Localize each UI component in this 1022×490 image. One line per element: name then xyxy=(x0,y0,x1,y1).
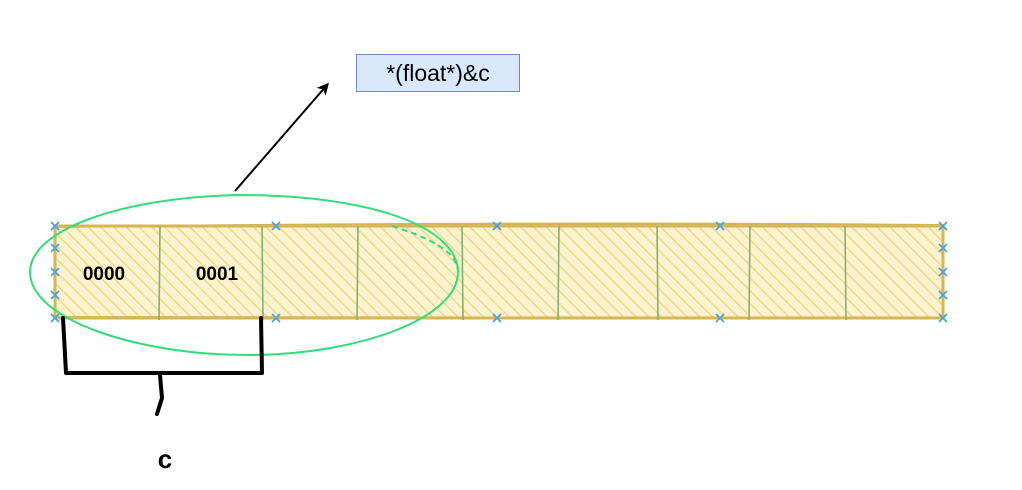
cell-divider xyxy=(461,225,464,321)
cross-marker-icon xyxy=(50,243,60,253)
cross-marker-icon xyxy=(938,221,948,231)
cell-divider xyxy=(261,225,264,321)
cross-marker-icon xyxy=(492,313,502,323)
cross-marker-icon xyxy=(50,267,60,277)
cell-dividers xyxy=(158,225,847,321)
cross-marker-icon xyxy=(50,221,60,231)
cross-markers xyxy=(50,221,948,323)
cross-marker-icon xyxy=(50,313,60,323)
memory-strip-top-edge xyxy=(54,222,944,228)
cross-marker-icon xyxy=(492,221,502,231)
cross-marker-icon xyxy=(715,313,725,323)
cross-marker-icon xyxy=(938,267,948,277)
cross-marker-icon xyxy=(938,290,948,300)
pointer-arrow xyxy=(234,82,329,192)
memory-strip-body xyxy=(53,224,945,320)
cross-marker-icon xyxy=(50,290,60,300)
highlight-ellipse-dashed-part xyxy=(391,225,459,273)
cross-marker-icon xyxy=(271,313,281,323)
expression-box: *(float*)&c xyxy=(356,54,520,92)
cell-divider xyxy=(158,225,161,321)
cell-divider xyxy=(656,225,659,321)
expression-label: *(float*)&c xyxy=(386,59,490,86)
cell-divider xyxy=(748,225,751,321)
cell-label-0000: 0000 xyxy=(83,264,125,285)
memory-strip xyxy=(53,222,945,321)
cross-marker-icon xyxy=(271,221,281,231)
highlight-ellipse xyxy=(28,193,460,357)
cell-label-0001: 0001 xyxy=(196,264,239,285)
bracket-icon xyxy=(61,316,264,416)
cross-marker-icon xyxy=(715,221,725,231)
cross-marker-icon xyxy=(938,243,948,253)
cell-divider xyxy=(844,225,847,321)
cell-divider xyxy=(557,225,560,321)
variable-label-c: c xyxy=(158,444,172,474)
cross-marker-icon xyxy=(938,313,948,323)
cell-divider xyxy=(356,225,359,321)
